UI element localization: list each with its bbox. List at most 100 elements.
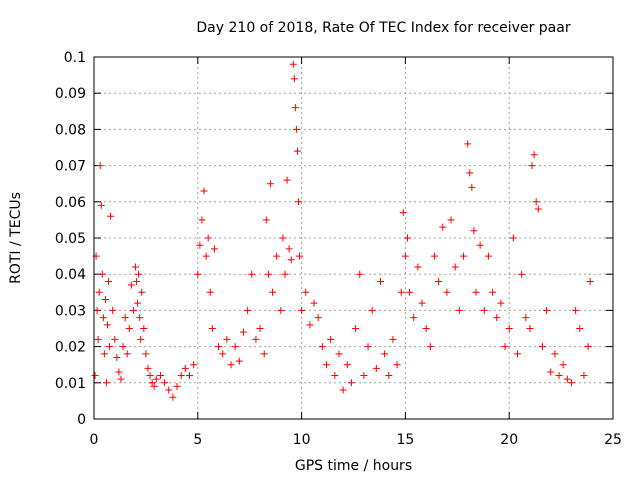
- data-point: [121, 314, 129, 322]
- data-point: [543, 306, 551, 314]
- data-point: [93, 306, 101, 314]
- data-point: [292, 125, 300, 133]
- data-point: [181, 364, 189, 372]
- data-point: [262, 216, 270, 224]
- data-point: [538, 343, 546, 351]
- data-point: [94, 335, 102, 343]
- data-point: [397, 288, 405, 296]
- data-point: [393, 361, 401, 369]
- data-point: [389, 335, 397, 343]
- data-point: [107, 212, 115, 220]
- data-point: [289, 60, 297, 68]
- plot-frame: [93, 56, 614, 420]
- data-point: [113, 353, 121, 361]
- data-point: [534, 205, 542, 213]
- data-point: [223, 335, 231, 343]
- data-point: [125, 325, 133, 332]
- data-point: [501, 343, 509, 351]
- data-point: [526, 325, 534, 332]
- data-point: [518, 270, 526, 278]
- data-point: [102, 379, 110, 387]
- data-point: [414, 263, 422, 271]
- y-tick-label: 0.03: [55, 303, 86, 319]
- data-point: [279, 234, 287, 242]
- data-point: [244, 306, 252, 314]
- data-point: [468, 183, 476, 191]
- x-tick-label: 20: [500, 432, 518, 448]
- data-point: [231, 343, 239, 351]
- data-point: [306, 321, 314, 329]
- data-point: [327, 335, 335, 343]
- data-point: [443, 288, 451, 296]
- data-point: [173, 382, 181, 390]
- data-point: [290, 75, 298, 83]
- data-point: [111, 335, 119, 343]
- data-point: [281, 270, 289, 278]
- y-tick-label: 0.02: [55, 340, 86, 356]
- data-point: [194, 270, 202, 278]
- data-point: [200, 187, 208, 195]
- data-point: [439, 223, 447, 231]
- data-point: [136, 314, 144, 322]
- tick-labels: 0 5 10 15 20 25 0 0.01 0.02 0.03 0.04 0.05 0.06 0.07 0…: [55, 50, 622, 448]
- data-point: [532, 198, 540, 206]
- data-point: [283, 176, 291, 184]
- data-point: [144, 364, 152, 372]
- data-point: [293, 147, 301, 155]
- data-point: [426, 343, 434, 351]
- data-point: [567, 379, 575, 387]
- data-point: [368, 306, 376, 314]
- y-tick-label: 0.05: [55, 231, 86, 247]
- data-point: [96, 162, 104, 170]
- data-point: [464, 140, 472, 148]
- data-point: [117, 375, 125, 383]
- data-point: [318, 343, 326, 351]
- data-point: [364, 343, 372, 351]
- data-point: [399, 209, 407, 217]
- data-point: [372, 364, 380, 372]
- data-point: [302, 288, 310, 296]
- data-point: [99, 314, 107, 322]
- data-point: [470, 227, 478, 235]
- data-point: [310, 299, 318, 307]
- y-axis-label: ROTI / TECUs: [8, 192, 24, 284]
- data-point: [472, 288, 480, 296]
- data-point: [185, 372, 193, 380]
- data-point: [129, 306, 137, 314]
- data-point: [138, 288, 146, 296]
- data-point: [586, 277, 594, 285]
- data-point: [410, 314, 418, 322]
- data-point: [418, 299, 426, 307]
- data-point: [196, 241, 204, 249]
- data-point: [547, 368, 555, 376]
- data-point: [169, 393, 177, 401]
- data-point: [156, 372, 164, 380]
- data-point: [252, 335, 260, 343]
- data-point: [347, 379, 355, 387]
- data-point: [489, 288, 497, 296]
- data-point: [95, 288, 103, 296]
- data-point: [422, 325, 430, 332]
- data-point: [285, 245, 293, 253]
- data-point: [287, 256, 295, 264]
- data-point: [435, 277, 443, 285]
- y-tick-label: 0.1: [64, 50, 86, 66]
- x-tick-label: 0: [90, 432, 99, 448]
- data-point: [219, 350, 227, 358]
- data-point: [227, 361, 235, 369]
- data-point: [134, 299, 142, 307]
- data-point: [352, 325, 360, 332]
- data-point: [150, 382, 158, 390]
- data-point: [335, 350, 343, 358]
- data-point: [551, 350, 559, 358]
- data-point: [331, 372, 339, 380]
- data-point: [455, 306, 463, 314]
- data-point: [106, 343, 114, 351]
- data-point: [528, 162, 536, 170]
- data-point: [264, 270, 272, 278]
- data-point: [298, 306, 306, 314]
- data-point: [381, 350, 389, 358]
- data-point: [559, 361, 567, 369]
- data-point: [101, 296, 109, 304]
